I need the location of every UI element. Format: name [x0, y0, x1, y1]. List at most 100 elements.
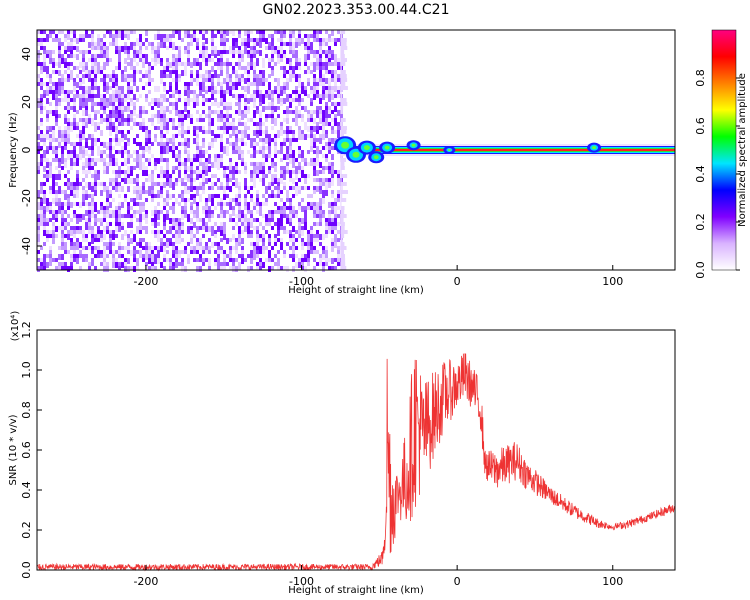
noise-cell: [322, 166, 325, 170]
noise-cell: [286, 138, 289, 142]
noise-cell: [268, 242, 271, 246]
noise-cell: [220, 262, 223, 266]
noise-cell: [337, 30, 340, 34]
noise-cell: [202, 222, 205, 228]
noise-cell: [304, 46, 307, 50]
noise-cell: [238, 182, 241, 186]
noise-cell: [187, 114, 190, 118]
noise-cell: [184, 102, 187, 108]
noise-cell: [205, 178, 208, 184]
noise-cell: [274, 178, 277, 184]
noise-cell: [235, 242, 238, 248]
noise-cell: [130, 214, 133, 218]
noise-cell: [70, 38, 73, 44]
noise-cell: [304, 70, 307, 74]
noise-cell: [262, 202, 265, 206]
noise-cell: [331, 138, 334, 144]
noise-cell: [292, 214, 295, 218]
noise-cell: [286, 70, 289, 74]
noise-edge-cell: [340, 182, 347, 186]
noise-cell: [307, 118, 310, 122]
noise-cell: [67, 54, 70, 58]
noise-cell: [190, 38, 193, 44]
noise-cell: [259, 114, 262, 120]
noise-cell: [310, 158, 313, 162]
noise-cell: [73, 246, 76, 250]
noise-cell: [46, 254, 49, 258]
noise-cell: [121, 74, 124, 78]
noise-cell: [133, 202, 136, 206]
noise-cell: [46, 86, 49, 90]
noise-cell: [58, 254, 61, 260]
noise-cell: [178, 98, 181, 102]
noise-cell: [166, 126, 169, 130]
noise-cell: [115, 114, 118, 120]
noise-cell: [172, 122, 175, 126]
noise-cell: [106, 206, 109, 212]
spectrogram-y-label: Frequency (Hz): [8, 112, 19, 188]
noise-cell: [91, 146, 94, 150]
noise-cell: [217, 58, 220, 62]
noise-cell: [58, 82, 61, 86]
noise-cell: [64, 38, 67, 42]
noise-cell: [199, 258, 202, 262]
noise-cell: [202, 86, 205, 92]
noise-cell: [154, 58, 157, 62]
noise-cell: [40, 214, 43, 218]
noise-cell: [280, 242, 283, 248]
noise-cell: [103, 42, 106, 46]
noise-cell: [304, 242, 307, 246]
noise-cell: [196, 202, 199, 208]
noise-cell: [289, 174, 292, 178]
noise-cell: [232, 266, 235, 272]
noise-cell: [331, 130, 334, 134]
noise-cell: [151, 198, 154, 202]
noise-cell: [166, 62, 169, 66]
noise-cell: [58, 138, 61, 142]
noise-cell: [73, 66, 76, 70]
noise-cell: [286, 78, 289, 82]
noise-cell: [310, 230, 313, 236]
noise-cell: [58, 210, 61, 214]
noise-cell: [262, 226, 265, 230]
noise-cell: [64, 218, 67, 222]
noise-cell: [211, 78, 214, 82]
noise-cell: [262, 58, 265, 62]
noise-cell: [319, 138, 322, 144]
noise-cell: [307, 34, 310, 38]
noise-cell: [241, 110, 244, 114]
noise-cell: [124, 106, 127, 112]
noise-cell: [94, 142, 97, 146]
noise-cell: [238, 58, 241, 62]
noise-cell: [157, 114, 160, 118]
noise-cell: [199, 226, 202, 230]
noise-cell: [166, 174, 169, 178]
noise-cell: [55, 194, 58, 198]
noise-cell: [115, 126, 118, 130]
noise-cell: [64, 134, 67, 140]
noise-cell: [277, 150, 280, 154]
noise-cell: [46, 238, 49, 242]
noise-cell: [271, 66, 274, 72]
noise-cell: [64, 190, 67, 194]
noise-cell: [85, 62, 88, 66]
noise-cell: [292, 138, 295, 142]
noise-cell: [301, 130, 304, 134]
noise-cell: [238, 50, 241, 54]
noise-cell: [334, 94, 337, 98]
noise-cell: [109, 30, 112, 34]
noise-cell: [280, 238, 283, 242]
noise-edge-cell: [340, 246, 347, 250]
noise-cell: [292, 186, 295, 190]
noise-cell: [130, 154, 133, 158]
noise-cell: [118, 246, 121, 252]
noise-cell: [61, 222, 64, 226]
noise-cell: [310, 118, 313, 122]
noise-cell: [73, 126, 76, 130]
noise-cell: [334, 266, 337, 270]
noise-cell: [112, 214, 115, 218]
noise-cell: [196, 42, 199, 46]
noise-cell: [247, 206, 250, 210]
noise-cell: [175, 166, 178, 170]
